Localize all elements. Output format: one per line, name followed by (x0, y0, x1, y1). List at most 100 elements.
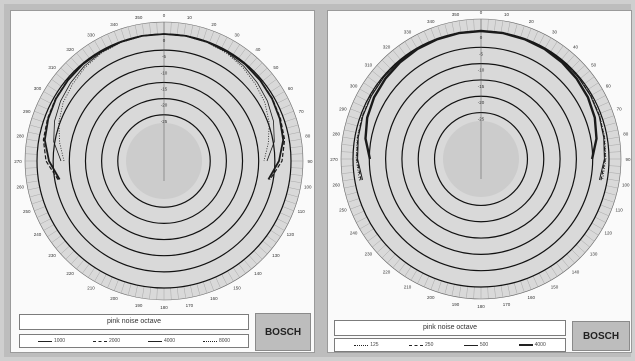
brand-logo: BOSCH (255, 313, 311, 351)
angle-tick-label: 70 (617, 107, 623, 112)
hatch-mark (277, 97, 288, 104)
hatch-mark (34, 111, 46, 116)
hatch-mark (344, 129, 356, 133)
hatch-mark (556, 45, 564, 56)
hatch-mark (70, 255, 80, 265)
hatch-mark (381, 59, 391, 69)
hatch-mark (473, 286, 475, 299)
hatch-mark (76, 52, 85, 63)
hatch-mark (27, 187, 40, 191)
hatch-mark (430, 28, 436, 40)
hatch-mark (345, 122, 358, 127)
hatch-mark (423, 275, 430, 287)
hatch-mark (398, 262, 406, 273)
angle-tick-label: 0 (163, 13, 166, 18)
hatch-mark (82, 48, 90, 59)
legend-item: 4000 (518, 342, 546, 348)
hatch-mark (607, 178, 620, 182)
hatch-mark (134, 24, 138, 37)
hatch-mark (282, 111, 294, 116)
hatch-mark (47, 85, 58, 92)
radial-tick-label: -15 (478, 84, 485, 89)
hatch-mark (289, 180, 302, 183)
hatch-mark (25, 153, 38, 155)
angle-tick-label: 250 (339, 207, 347, 212)
angle-tick-label: 270 (14, 159, 22, 164)
angle-tick-label: 190 (135, 303, 143, 308)
hatch-mark (597, 101, 609, 108)
hatch-mark (34, 206, 46, 211)
angle-tick-label: 330 (87, 33, 95, 38)
hatch-mark (387, 253, 396, 264)
hatch-mark (608, 172, 621, 174)
hatch-mark (466, 286, 468, 299)
hatch-mark (566, 253, 575, 264)
legend-label: 8000 (218, 338, 231, 344)
angle-tick-label: 0 (480, 11, 483, 15)
hatch-mark (100, 37, 107, 48)
hatch-mark (277, 218, 288, 225)
hatch-mark (584, 234, 595, 242)
angle-tick-label: 290 (23, 109, 31, 114)
hatch-mark (25, 167, 38, 169)
angle-tick-label: 50 (591, 63, 597, 68)
hatch-mark (29, 124, 42, 129)
hatch-mark (561, 258, 570, 268)
hatch-mark (600, 204, 612, 210)
hatch-mark (538, 34, 545, 46)
hatch-mark (404, 266, 412, 277)
angle-tick-label: 260 (16, 184, 24, 189)
angle-tick-label: 340 (110, 22, 118, 27)
radial-tick-label: -15 (161, 86, 168, 91)
hatch-mark (36, 212, 49, 218)
legend-label: 250 (425, 342, 434, 348)
polar-chart: 0 -5 -10 -15 -20 -25 0 10 20 30 40 50 60 70 80 90 100 110… (330, 11, 631, 309)
hatch-mark (437, 25, 442, 38)
legend-item: 2000 (92, 338, 120, 344)
angle-tick-label: 220 (383, 270, 391, 275)
hatch-mark (387, 54, 396, 65)
hatch-mark (532, 31, 539, 43)
hatch-mark (345, 191, 358, 196)
hatch-mark (156, 22, 158, 35)
hatch-mark (550, 41, 558, 52)
hatch-mark (290, 146, 303, 148)
hatch-mark (290, 167, 303, 169)
hatch-mark (363, 82, 374, 90)
radial-tick-label: -20 (478, 100, 485, 105)
angle-tick-label: 350 (452, 12, 460, 17)
hatch-mark (65, 62, 75, 72)
hatch-mark (107, 276, 113, 289)
hatch-mark (606, 185, 618, 189)
hatch-mark (538, 272, 545, 284)
legend-swatch (354, 344, 369, 346)
legend-item: 8000 (202, 338, 231, 344)
angle-tick-label: 40 (573, 44, 579, 49)
hatch-mark (417, 272, 424, 284)
hatch-mark (258, 67, 268, 77)
hatch-mark (594, 216, 606, 223)
hatch-mark (341, 144, 354, 146)
angle-tick-label: 140 (572, 270, 580, 275)
hatch-mark (279, 212, 292, 218)
hatch-mark (494, 19, 496, 32)
angle-tick-label: 70 (299, 109, 305, 114)
angle-tick-label: 260 (332, 183, 340, 188)
hatch-mark (88, 44, 95, 55)
hatch-mark (127, 283, 132, 296)
legend-item: 4000 (147, 338, 175, 344)
angle-tick-label: 130 (272, 253, 280, 258)
hatch-mark (353, 101, 365, 108)
hatch-mark (284, 200, 297, 205)
hatch-mark (215, 276, 221, 289)
hatch-mark (571, 59, 581, 69)
hatch-mark (544, 269, 552, 281)
hatch-mark (473, 19, 475, 32)
hatch-mark (27, 131, 40, 135)
hatch-mark (372, 70, 382, 79)
hatch-mark (604, 191, 617, 196)
angle-tick-label: 170 (186, 303, 194, 308)
hatch-mark (376, 65, 387, 74)
hatch-mark (600, 108, 612, 114)
chart-caption: pink noise octave (19, 314, 249, 330)
